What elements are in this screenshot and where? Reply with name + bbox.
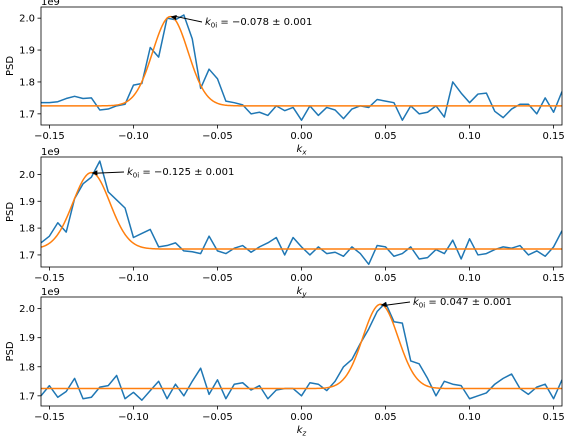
peak-annotation: k0i = 0.047 ± 0.001 — [380, 297, 512, 310]
y-offset-label: 1e9 — [41, 0, 60, 8]
x-tick-label: 0.00 — [290, 273, 312, 284]
annotation-arrow-head — [170, 15, 177, 21]
plot-area — [41, 160, 562, 266]
plot-area — [41, 14, 562, 121]
x-axis-label-subscript: y — [301, 291, 307, 299]
subplot-2: −0.15 −0.10 −0.05 0.00 0.05 0.10 0.15 1.7 1.8 1.9… — [5, 147, 565, 299]
x-tick-label: −0.05 — [202, 412, 233, 423]
peak-annotation: k0i = −0.078 ± 0.001 — [170, 15, 312, 30]
x-tick-label: 0.10 — [458, 273, 480, 284]
x-tick-label: 0.05 — [374, 131, 396, 142]
x-axis-label: kz — [297, 425, 307, 438]
y-tick-label: 2.0 — [19, 304, 35, 315]
annotation-symbol: k — [413, 297, 420, 308]
gaussian-fit-line — [41, 303, 562, 390]
psd-data-line — [41, 14, 562, 121]
x-tick-label: −0.05 — [202, 273, 233, 284]
gaussian-fit-line — [41, 15, 562, 107]
y-tick-label: 1.9 — [19, 333, 35, 344]
x-tick-label: 0.05 — [374, 273, 396, 284]
y-axis-label: PSD — [5, 56, 16, 76]
psd-data-line — [41, 302, 562, 401]
annotation-value: = −0.125 ± 0.001 — [139, 167, 234, 178]
x-tick-label: 0.05 — [374, 412, 396, 423]
x-tick-label: 0.00 — [290, 131, 312, 142]
x-tick-label: 0.00 — [290, 412, 312, 423]
annotation-text: k0i = −0.125 ± 0.001 — [127, 167, 234, 180]
x-tick-label: 0.10 — [458, 131, 480, 142]
annotation-text: k0i = −0.078 ± 0.001 — [205, 17, 312, 30]
x-axis-label-base: k — [297, 286, 304, 297]
y-offset-label: 1e9 — [41, 287, 60, 298]
annotation-text: k0i = 0.047 ± 0.001 — [413, 297, 512, 310]
x-tick-label: −0.05 — [202, 131, 233, 142]
annotation-arrow-shaft — [97, 171, 125, 174]
y-tick-label: 2.0 — [19, 170, 35, 181]
annotation-arrow-head — [380, 301, 387, 308]
x-axis-label: ky — [297, 286, 308, 299]
y-axis-label: PSD — [5, 341, 16, 361]
annotation-symbol: k — [127, 167, 134, 178]
x-tick-label: −0.10 — [118, 412, 149, 423]
y-tick-label: 1.7 — [19, 109, 35, 120]
annotation-value: = 0.047 ± 0.001 — [425, 297, 512, 308]
peak-annotation: k0i = −0.125 ± 0.001 — [91, 167, 234, 180]
plot-area — [41, 302, 562, 401]
y-offset-label: 1e9 — [41, 147, 60, 158]
x-tick-label: −0.15 — [34, 412, 65, 423]
x-tick-label: 0.15 — [542, 131, 564, 142]
x-tick-label: −0.15 — [34, 273, 65, 284]
x-axis-label: kx — [297, 144, 308, 157]
y-tick-label: 1.7 — [19, 391, 35, 402]
gaussian-fit-line — [41, 171, 562, 250]
annotation-arrow-shaft — [176, 16, 203, 23]
y-tick-label: 1.9 — [19, 197, 35, 208]
annotation-arrow-head — [91, 170, 98, 176]
y-tick-label: 1.9 — [19, 46, 35, 57]
x-tick-label: 0.15 — [542, 412, 564, 423]
subplot-3: −0.15 −0.10 −0.05 0.00 0.05 0.10 0.15 1.7 1.8 1.9… — [5, 287, 565, 438]
annotation-subscript: 0i — [133, 172, 139, 180]
y-tick-label: 1.8 — [19, 362, 35, 373]
annotation-arrow-shaft — [386, 301, 411, 306]
x-axis-label-base: k — [297, 425, 304, 436]
x-tick-label: 0.15 — [542, 273, 564, 284]
x-tick-label: −0.10 — [118, 273, 149, 284]
x-axis-label-subscript: z — [302, 430, 307, 438]
annotation-value: = −0.078 ± 0.001 — [217, 17, 312, 28]
subplot-1: −0.15 −0.10 −0.05 0.00 0.05 0.10 0.15 1.7 1.8 1.9… — [5, 0, 565, 157]
y-tick-label: 2.0 — [19, 14, 35, 25]
x-tick-label: 0.10 — [458, 412, 480, 423]
subplots: −0.15 −0.10 −0.05 0.00 0.05 0.10 0.15 1.7 1.8 1.9… — [5, 0, 565, 438]
annotation-symbol: k — [205, 17, 212, 28]
y-tick-label: 1.8 — [19, 224, 35, 235]
annotation-subscript: 0i — [419, 302, 425, 310]
y-tick-label: 1.7 — [19, 250, 35, 261]
y-tick-label: 1.8 — [19, 77, 35, 88]
x-tick-label: −0.10 — [118, 131, 149, 142]
annotation-subscript: 0i — [211, 22, 217, 30]
x-axis-label-subscript: x — [301, 149, 307, 157]
x-axis-label-base: k — [297, 144, 304, 155]
x-tick-label: −0.15 — [34, 131, 65, 142]
y-axis-label: PSD — [5, 202, 16, 222]
